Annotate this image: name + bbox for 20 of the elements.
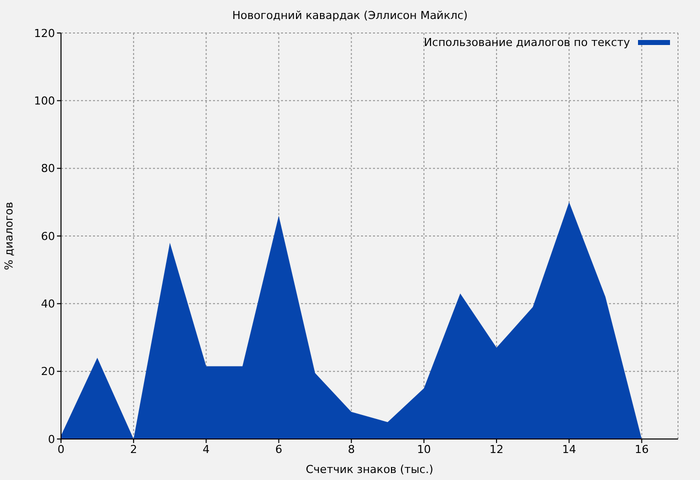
x-tick-label: 8 bbox=[348, 442, 355, 456]
y-tick-label: 0 bbox=[48, 432, 55, 446]
y-tick-label: 60 bbox=[41, 230, 55, 243]
x-tick-label: 6 bbox=[275, 442, 282, 456]
x-tick-label: 2 bbox=[130, 442, 138, 456]
y-tick-label: 100 bbox=[34, 94, 55, 108]
x-tick-label: 14 bbox=[562, 442, 576, 456]
y-tick-label: 120 bbox=[34, 26, 55, 40]
x-tick-label: 12 bbox=[490, 442, 504, 456]
x-tick-label: 16 bbox=[634, 442, 649, 456]
x-tick-label: 4 bbox=[202, 442, 210, 456]
y-axis-title: % диалогов bbox=[2, 202, 16, 270]
y-tick-label: 20 bbox=[41, 365, 55, 378]
y-tick-label: 80 bbox=[41, 162, 55, 176]
chart-title: Новогодний кавардак (Эллисон Майклс) bbox=[231, 9, 469, 22]
x-axis-title: Счетчик знаков (тыс.) bbox=[304, 463, 434, 476]
x-tick-label: 10 bbox=[416, 442, 431, 456]
legend-label: Использование диалогов по тексту bbox=[424, 36, 630, 49]
y-tick-label: 40 bbox=[41, 298, 55, 311]
x-tick-label: 0 bbox=[58, 442, 64, 456]
